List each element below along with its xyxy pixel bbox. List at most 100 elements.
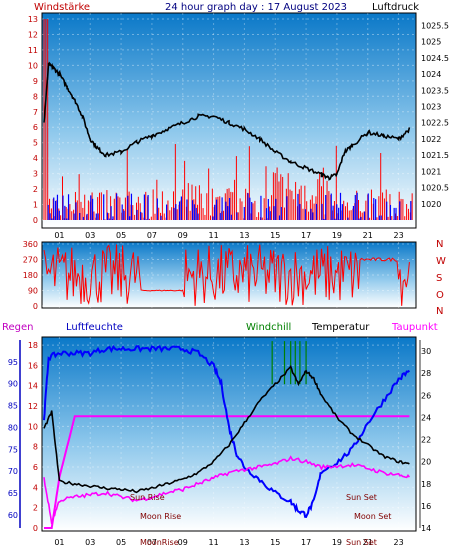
- wind-ytick: 8: [33, 92, 38, 101]
- pressure-ytick: 1023.5: [421, 86, 449, 95]
- wind-ytick: 4: [33, 154, 38, 163]
- pressure-ytick: 1022: [421, 135, 441, 144]
- hour-tick: 03: [85, 231, 95, 240]
- temp-hour-tick: 03: [85, 538, 95, 547]
- temp-hour-tick: 07: [147, 538, 157, 547]
- direction-ytick: 270: [23, 256, 38, 265]
- direction-ytick: 90: [28, 287, 38, 296]
- humidity-ytick: 60: [8, 511, 18, 520]
- pressure-ytick: 1025: [421, 38, 441, 47]
- compass-labels: N W S O N: [436, 239, 446, 317]
- moonrise-axis-label: MoonRise: [140, 538, 179, 547]
- temp-hour-tick: 17: [301, 538, 311, 547]
- compass-n-top: N: [436, 239, 443, 250]
- pressure-ytick: 1020.5: [421, 184, 449, 193]
- temp-hour-tick: 11: [208, 538, 218, 547]
- chart-title: 24 hour graph day : 17 August 2023: [165, 2, 347, 13]
- temp-hour-tick: 09: [178, 538, 188, 547]
- taupunkt-line: [43, 455, 411, 525]
- hour-tick: 13: [239, 231, 249, 240]
- pressure-ytick: 1020: [421, 200, 441, 209]
- humidity-ytick: 85: [8, 402, 18, 411]
- direction-axis-ticks: 0 90 180 270 360: [23, 240, 38, 311]
- windstaerke-label: Windstärke: [34, 2, 90, 13]
- temp-ytick: 24: [421, 413, 431, 422]
- humidity-ytick: 80: [8, 423, 18, 432]
- temperatur-label: Temperatur: [311, 322, 370, 333]
- temp-hour-tick: 15: [270, 538, 280, 547]
- rain-ytick: 18: [28, 341, 38, 350]
- moon-set-annotation: Moon Set: [354, 512, 391, 521]
- hour-tick: 19: [332, 231, 342, 240]
- wind-ytick: 2: [33, 185, 38, 194]
- sun-rise-annotation: Sun Rise: [130, 493, 165, 502]
- regen-label: Regen: [2, 322, 34, 333]
- rain-ytick: 6: [33, 463, 38, 472]
- temp-hour-tick: 21: [363, 538, 373, 547]
- rain-ytick: 12: [28, 402, 38, 411]
- compass-o: O: [436, 290, 444, 301]
- rain-ytick: 2: [33, 504, 38, 513]
- wind-ytick: 11: [28, 46, 38, 55]
- pressure-ytick: 1021: [421, 167, 441, 176]
- windchill-label: Windchill: [246, 322, 291, 333]
- temp-hour-tick: 05: [116, 538, 126, 547]
- rain-ytick: 10: [28, 422, 38, 431]
- hour-tick: 17: [301, 231, 311, 240]
- gust-bars: [47, 192, 412, 220]
- wind-direction-trace: [43, 244, 410, 306]
- hour-tick: 01: [54, 231, 64, 240]
- wind-ytick: 10: [28, 61, 38, 70]
- hour-tick: 23: [393, 231, 403, 240]
- temp-ytick: 20: [421, 458, 431, 467]
- luftdruck-label: Luftdruck: [372, 2, 419, 13]
- sun-set-annotation: Sun Set: [346, 493, 377, 502]
- rain-ytick: 4: [33, 483, 38, 492]
- taupunkt-label: Taupunkt: [391, 322, 438, 333]
- hour-tick: 07: [147, 231, 157, 240]
- temp-ytick: 18: [421, 480, 431, 489]
- temp-axis-ticks: 6065707580859095024681012141618141618202…: [8, 340, 431, 547]
- humidity-ytick: 90: [8, 380, 18, 389]
- hour-tick: 21: [363, 231, 373, 240]
- wind-ytick: 5: [33, 139, 38, 148]
- sunset-axis-label: Sun Set: [346, 538, 377, 547]
- wind-ytick: 12: [28, 30, 38, 39]
- temp-ytick: 22: [421, 436, 431, 445]
- hour-tick: 05: [116, 231, 126, 240]
- wind-ytick: 6: [33, 123, 38, 132]
- humidity-ytick: 95: [8, 358, 18, 367]
- wind-ytick: 3: [33, 170, 38, 179]
- direction-ytick: 360: [23, 240, 38, 249]
- rain-ytick: 8: [33, 443, 38, 452]
- temp-ytick: 14: [421, 524, 431, 533]
- pressure-ytick: 1022.5: [421, 119, 449, 128]
- wind-ytick: 7: [33, 108, 38, 117]
- temp-hour-tick: 23: [393, 538, 403, 547]
- wind-ytick: 0: [33, 216, 38, 225]
- direction-ytick: 0: [33, 302, 38, 311]
- temp-hour-tick: 19: [332, 538, 342, 547]
- pressure-ytick: 1025.5: [421, 21, 449, 30]
- hour-tick: 09: [178, 231, 188, 240]
- hour-tick: 15: [270, 231, 280, 240]
- regen-line: [44, 415, 410, 529]
- compass-w: W: [436, 256, 446, 267]
- direction-ytick: 180: [23, 271, 38, 280]
- rain-ytick: 14: [28, 382, 38, 391]
- temp-ytick: 26: [421, 391, 431, 400]
- wind-ytick: 1: [33, 201, 38, 210]
- luftfeuchte-line: [43, 344, 411, 518]
- temp-hour-tick: 13: [239, 538, 249, 547]
- humidity-ytick: 65: [8, 489, 18, 498]
- wind-ytick: 9: [33, 77, 38, 86]
- luftfeuchte-label: Luftfeuchte: [66, 322, 123, 333]
- humidity-ytick: 70: [8, 467, 18, 476]
- compass-n-bottom: N: [436, 306, 443, 317]
- pressure-ytick: 1024: [421, 70, 441, 79]
- pressure-line: [43, 61, 411, 181]
- pressure-ytick: 1021.5: [421, 151, 449, 160]
- temp-ytick: 30: [421, 347, 431, 356]
